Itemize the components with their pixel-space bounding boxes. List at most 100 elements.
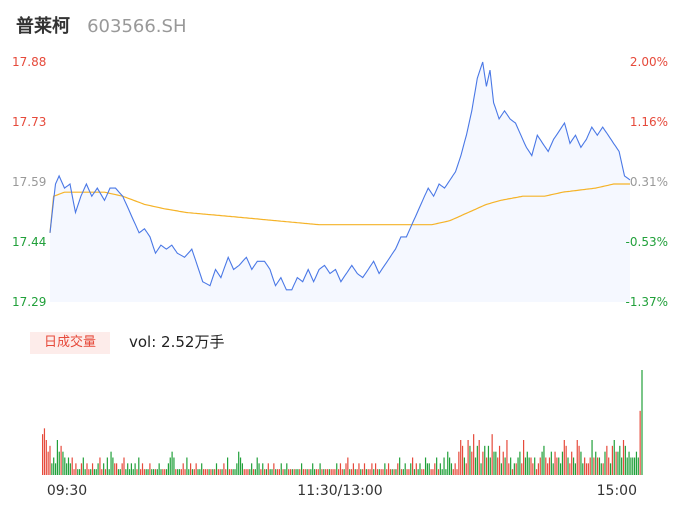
volume-bar [191,469,194,475]
volume-bar [456,469,458,475]
volume-bar [197,469,199,475]
volume-bar [469,445,471,475]
volume-bar [130,463,132,475]
volume-bar [188,469,190,475]
volume-bar [534,457,536,475]
volume-bar [245,469,247,475]
volume-bar [127,463,129,475]
volume-bar [56,440,58,475]
volume-bar [103,463,105,475]
volume-bar [432,469,434,475]
time-tick-label: 11:30/13:00 [297,483,382,499]
volume-bar [487,445,490,475]
volume-bar [169,457,171,475]
volume-bar [452,469,454,475]
volume-bar [301,463,303,475]
volume-bar [280,463,282,475]
volume-bar [91,463,94,475]
volume-bar [535,469,538,475]
volume-bar [143,469,145,475]
volume-bar [43,428,46,475]
volume-bar [347,457,349,475]
volume-bar [375,463,377,475]
volume-bar [371,463,373,475]
volume-bar [447,451,449,475]
volume-bar [339,463,342,475]
volume-bar [523,440,525,475]
volume-bar [476,445,478,475]
volume-bar [622,440,625,475]
volume-bar [445,469,447,475]
price-panel [49,61,631,302]
volume-bar [378,469,380,475]
volume-bar [167,463,169,475]
volume-bar [136,469,138,475]
volume-bar [289,469,292,475]
volume-bar [267,463,269,475]
volume-bar [489,457,491,475]
volume-bar [482,451,484,475]
volume-bar [547,463,549,475]
volume-bar [312,463,314,475]
volume-bar [563,440,565,475]
volume-bar [326,469,329,475]
volume-bar [66,463,68,475]
volume-bar [323,469,325,475]
volume-badge[interactable]: 日成交量 [30,332,110,354]
volume-bar [593,457,595,475]
volume-bar [513,463,515,475]
volume-bar [382,469,384,475]
volume-bar [156,469,158,475]
volume-bar [121,463,123,475]
volume-bar [336,463,338,475]
volume-bar [116,463,118,475]
volume-bar [473,434,475,475]
volume-bar [571,451,573,475]
price-tick-label: 17.59 [12,175,46,189]
volume-bar [241,463,243,475]
price-line [49,61,631,291]
volume-bar [123,457,125,475]
volume-bar [597,457,599,475]
volume-bar [415,463,417,475]
volume-bar [97,463,99,475]
volume-bar [613,440,615,475]
volume-bar [413,469,416,475]
volume-bar [223,463,225,475]
volume-bar [391,469,393,475]
volume-bar [278,469,280,475]
volume-bar [325,469,327,475]
volume-bar [90,469,92,475]
volume-bar [608,457,610,475]
price-tick-label: 17.44 [12,235,46,249]
volume-bar [386,469,388,475]
volume-bar [195,463,197,475]
volume-bar [42,434,44,475]
volume-bar [110,451,112,475]
volume-bar [104,469,107,475]
volume-bar [545,457,547,475]
volume-bar [565,445,567,475]
volume-bar [421,469,423,475]
volume-bar [363,463,366,475]
volume-bar [299,469,301,475]
volume-bar [132,469,134,475]
volume-bar [264,469,266,475]
volume-bar [273,463,275,475]
volume-bar [572,457,575,475]
volume-bar [145,469,147,475]
volume-bar [60,445,62,475]
volume-bar [62,451,64,475]
volume-bar [328,469,330,475]
volume-bar [574,463,576,475]
volume-bar [428,463,430,475]
stock-header: 普莱柯 603566.SH [16,12,187,40]
volume-bar [349,469,351,475]
volume-bar [154,469,157,475]
volume-bar [360,469,362,475]
price-tick-label: 17.29 [12,295,46,309]
volume-bar [128,469,131,475]
volume-bar [406,469,408,475]
volume-bar [458,451,460,475]
volume-bar [350,469,353,475]
